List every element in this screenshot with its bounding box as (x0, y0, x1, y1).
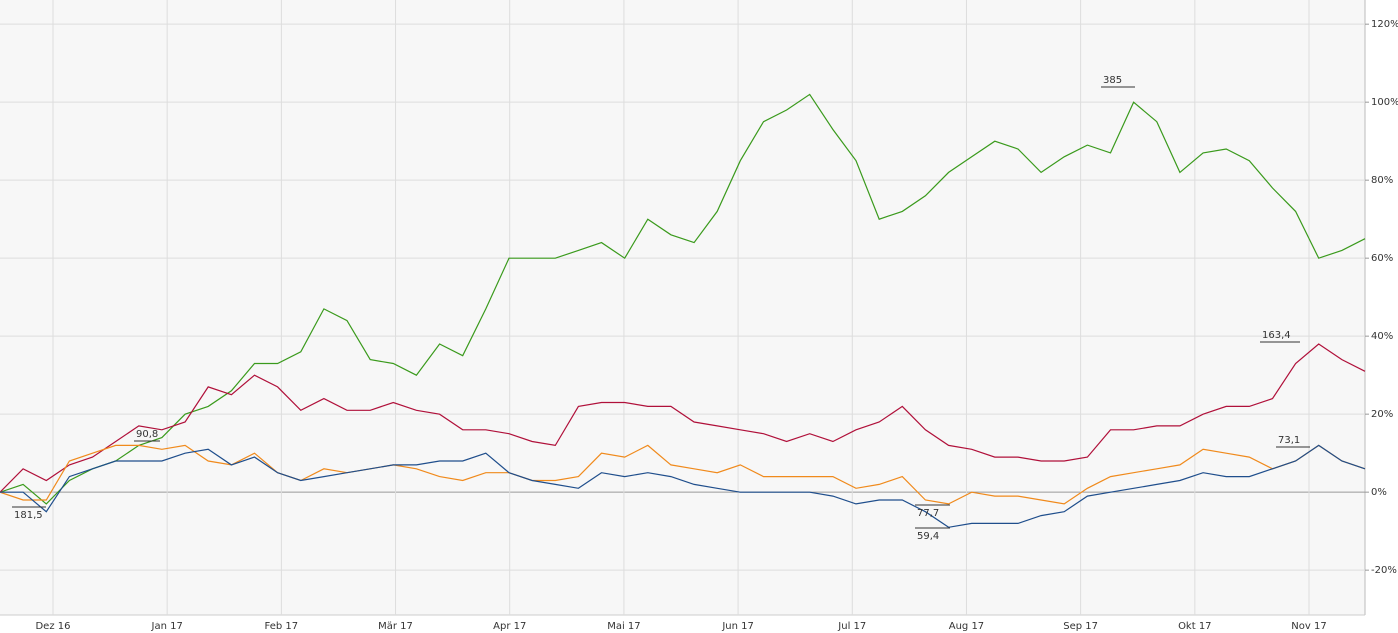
x-tick-label: Mär 17 (378, 621, 413, 632)
annotation: 73,1 (1278, 435, 1300, 446)
x-tick-label: Jul 17 (837, 621, 866, 632)
plot-area (0, 0, 1365, 615)
x-tick-label: Nov 17 (1291, 621, 1326, 632)
annotation: 163,4 (1262, 330, 1291, 341)
y-tick-label: 0% (1371, 487, 1387, 498)
x-tick-label: Mai 17 (607, 621, 640, 632)
annotation: 90,8 (136, 429, 158, 440)
annotation: 181,5 (14, 510, 43, 521)
annotation: 385 (1103, 75, 1122, 86)
x-tick-label: Feb 17 (265, 621, 299, 632)
y-tick-label: 40% (1371, 331, 1393, 342)
x-tick-label: Jan 17 (151, 621, 183, 632)
x-tick-label: Sep 17 (1063, 621, 1098, 632)
y-tick-label: 100% (1371, 97, 1398, 108)
annotation: 77,7 (917, 508, 939, 519)
x-tick-label: Dez 16 (35, 621, 70, 632)
series-line (0, 444, 1366, 528)
x-tick-label: Apr 17 (493, 621, 526, 632)
annotation: 59,4 (917, 531, 939, 542)
series-line (0, 343, 1366, 493)
series-line (0, 444, 1366, 505)
x-tick-label: Jun 17 (721, 621, 754, 632)
y-tick-label: 60% (1371, 253, 1393, 264)
y-tick-label: -20% (1371, 565, 1397, 576)
y-tick-label: 20% (1371, 409, 1393, 420)
x-tick-label: Aug 17 (949, 621, 984, 632)
y-tick-label: 120% (1371, 19, 1398, 30)
y-tick-label: 80% (1371, 175, 1393, 186)
x-tick-label: Okt 17 (1178, 621, 1212, 632)
